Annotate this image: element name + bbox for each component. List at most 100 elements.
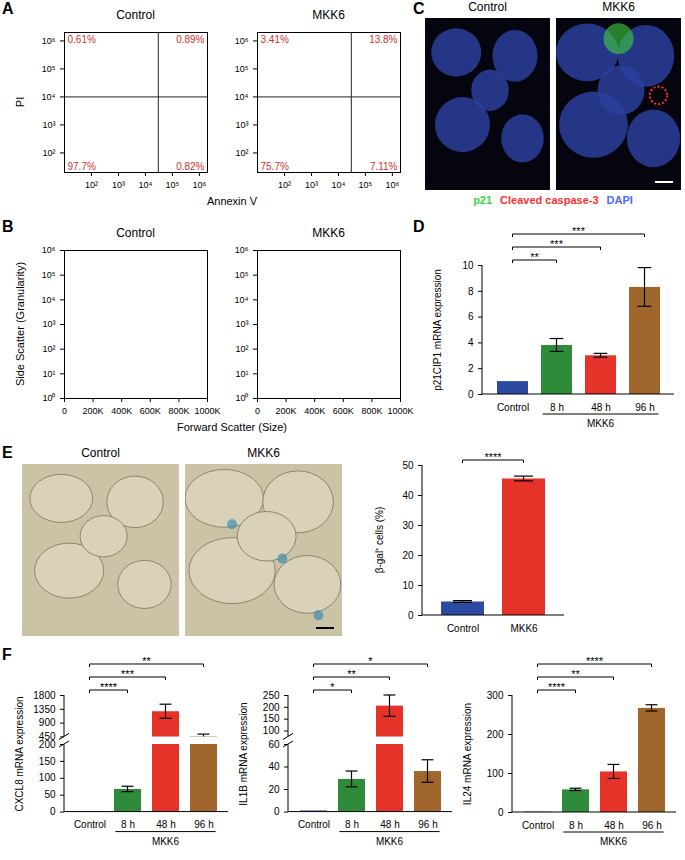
svg-text:10¹: 10¹ (235, 369, 248, 379)
svg-text:1000K: 1000K (194, 406, 220, 416)
svg-text:10³: 10³ (235, 319, 248, 329)
svg-text:400K: 400K (111, 406, 132, 416)
svg-text:10⁴: 10⁴ (138, 180, 152, 190)
svg-text:8: 8 (468, 286, 474, 297)
svg-text:10⁶: 10⁶ (42, 245, 56, 255)
svg-text:0: 0 (498, 807, 504, 818)
svg-text:***: *** (550, 238, 564, 250)
svg-text:8 h: 8 h (345, 820, 359, 831)
svg-text:7.11%: 7.11% (370, 161, 398, 172)
svg-text:MKK6: MKK6 (376, 836, 404, 847)
svg-text:96 h: 96 h (635, 402, 654, 413)
svg-text:10⁶: 10⁶ (386, 180, 400, 190)
svg-text:200: 200 (263, 702, 280, 713)
svg-text:0: 0 (274, 807, 280, 818)
svg-text:13.8%: 13.8% (369, 34, 397, 45)
svg-text:2: 2 (468, 363, 474, 374)
svg-text:60: 60 (268, 739, 280, 750)
svg-text:10²: 10² (278, 180, 291, 190)
svg-text:6: 6 (468, 311, 474, 322)
svg-text:200K: 200K (276, 406, 297, 416)
svg-text:800K: 800K (361, 406, 382, 416)
svg-text:10⁵: 10⁵ (235, 64, 249, 74)
svg-text:48 h: 48 h (156, 820, 175, 831)
svg-text:40: 40 (268, 762, 280, 773)
svg-text:10⁶: 10⁶ (42, 36, 56, 46)
svg-text:10⁴: 10⁴ (331, 180, 345, 190)
svg-text:200: 200 (39, 739, 56, 750)
svg-text:*: * (330, 681, 335, 693)
svg-text:10: 10 (462, 260, 474, 271)
svg-text:10³: 10³ (235, 120, 248, 130)
svg-text:8 h: 8 h (569, 820, 583, 831)
svg-text:20: 20 (268, 784, 280, 795)
svg-text:1800: 1800 (33, 690, 56, 701)
svg-text:96 h: 96 h (642, 820, 661, 831)
svg-text:75.7%: 75.7% (261, 161, 289, 172)
svg-text:50: 50 (44, 790, 56, 801)
svg-text:10²: 10² (235, 148, 248, 158)
svg-text:1350: 1350 (33, 703, 56, 714)
svg-text:10⁰: 10⁰ (42, 393, 55, 403)
svg-text:10⁶: 10⁶ (193, 180, 207, 190)
svg-text:**: ** (142, 655, 151, 667)
svg-text:10⁵: 10⁵ (359, 180, 373, 190)
svg-text:100: 100 (487, 768, 504, 779)
svg-text:10⁴: 10⁴ (42, 92, 56, 102)
svg-text:MKK6: MKK6 (587, 418, 615, 429)
svg-text:10²: 10² (235, 344, 248, 354)
svg-text:Control: Control (497, 402, 529, 413)
svg-text:10⁶: 10⁶ (235, 245, 249, 255)
svg-text:****: **** (586, 655, 604, 667)
svg-text:200K: 200K (83, 406, 104, 416)
svg-text:0: 0 (408, 610, 414, 621)
svg-text:10²: 10² (85, 180, 98, 190)
svg-text:4: 4 (468, 337, 474, 348)
svg-text:1000K: 1000K (387, 406, 413, 416)
svg-text:48 h: 48 h (380, 820, 399, 831)
svg-text:0.82%: 0.82% (176, 161, 204, 172)
svg-text:600K: 600K (333, 406, 354, 416)
svg-text:900: 900 (39, 717, 56, 728)
svg-text:10⁵: 10⁵ (235, 270, 249, 280)
svg-text:8 h: 8 h (121, 820, 135, 831)
svg-text:3.41%: 3.41% (261, 34, 289, 45)
svg-text:10⁰: 10⁰ (235, 393, 248, 403)
svg-text:97.7%: 97.7% (68, 161, 96, 172)
svg-text:10³: 10³ (42, 319, 55, 329)
svg-text:30: 30 (402, 520, 414, 531)
svg-text:10²: 10² (42, 148, 55, 158)
svg-text:400K: 400K (304, 406, 325, 416)
svg-text:10⁴: 10⁴ (235, 92, 249, 102)
svg-text:0.89%: 0.89% (176, 34, 204, 45)
svg-text:10⁴: 10⁴ (42, 295, 56, 305)
svg-text:20: 20 (402, 550, 414, 561)
svg-text:250: 250 (263, 690, 280, 701)
svg-text:0.61%: 0.61% (68, 34, 96, 45)
svg-text:Control: Control (298, 820, 330, 831)
svg-text:Control: Control (74, 820, 106, 831)
svg-text:10²: 10² (42, 344, 55, 354)
svg-text:10³: 10³ (112, 180, 125, 190)
svg-text:600K: 600K (140, 406, 161, 416)
svg-text:800K: 800K (168, 406, 189, 416)
svg-text:Control: Control (522, 820, 554, 831)
svg-text:10⁵: 10⁵ (42, 64, 56, 74)
svg-text:0: 0 (50, 807, 56, 818)
svg-text:***: *** (121, 668, 135, 680)
svg-text:**: ** (530, 251, 539, 263)
svg-text:48 h: 48 h (604, 820, 623, 831)
svg-text:**: ** (347, 668, 356, 680)
svg-text:10⁵: 10⁵ (42, 270, 56, 280)
svg-text:96 h: 96 h (194, 820, 213, 831)
svg-text:300: 300 (487, 690, 504, 701)
svg-text:***: *** (572, 225, 586, 237)
svg-text:100: 100 (39, 773, 56, 784)
svg-text:10¹: 10¹ (42, 369, 55, 379)
svg-text:96 h: 96 h (418, 820, 437, 831)
svg-text:40: 40 (402, 490, 414, 501)
svg-text:10⁶: 10⁶ (235, 36, 249, 46)
svg-text:**: ** (571, 668, 580, 680)
svg-text:10⁴: 10⁴ (235, 295, 249, 305)
svg-text:****: **** (100, 681, 118, 693)
